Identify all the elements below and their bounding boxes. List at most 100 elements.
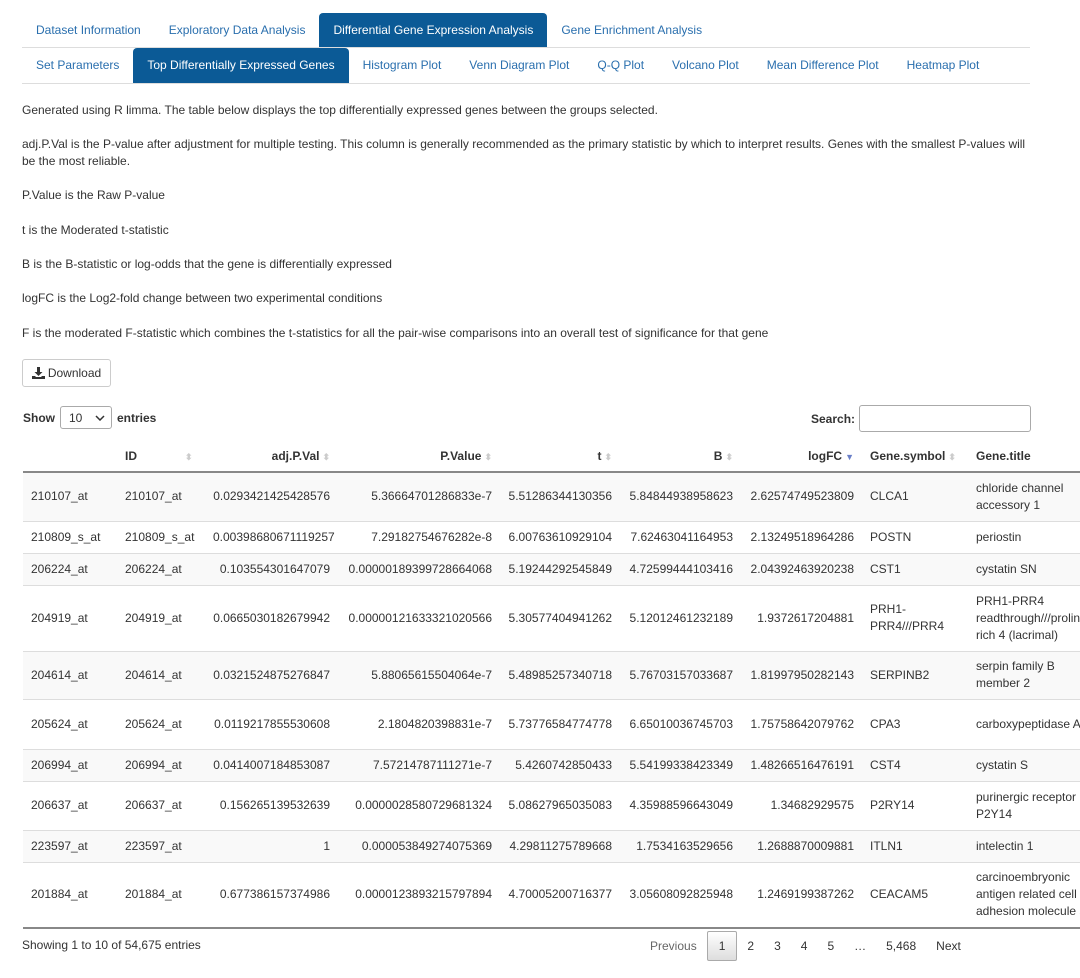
cell-id: 210107_at (117, 471, 205, 521)
download-label: Download (47, 366, 102, 380)
cell-logfc: 2.13249518964286 (741, 520, 862, 553)
table-row: 210809_s_at 210809_s_at 0.0039868067111925… (23, 520, 1080, 553)
cell-t: 5.51286344130356 (500, 471, 620, 521)
cell-gene-symbol: SERPINB2 (862, 650, 968, 699)
cell-gene-symbol: P2RY14 (862, 780, 968, 830)
cell-gene-title: carboxypeptidase A3 (968, 698, 1080, 749)
sub-tabs: Set Parameters Top Differentially Express… (22, 48, 1030, 84)
cell-rowname: 223597_at (23, 829, 117, 862)
sort-icon: ⬍ (484, 451, 492, 462)
cell-adj-p-val: 0.00398680671119257 (205, 520, 338, 553)
cell-adj-p-val: 0.103554301647079 (205, 552, 338, 585)
sort-desc-icon: ▼ (845, 451, 854, 462)
tab-top-differentially-expressed-genes[interactable]: Top Differentially Expressed Genes (133, 48, 349, 83)
cell-p-value: 7.29182754676282e-8 (338, 520, 500, 553)
tab-gene-enrichment-analysis[interactable]: Gene Enrichment Analysis (561, 23, 703, 37)
tab-venn-diagram-plot[interactable]: Venn Diagram Plot (469, 58, 570, 72)
page-button-1[interactable]: 1 (706, 931, 738, 961)
cell-rowname: 204614_at (23, 650, 117, 699)
tab-mean-difference-plot[interactable]: Mean Difference Plot (766, 58, 879, 72)
entries-label: entries (117, 410, 157, 425)
column-header-logfc[interactable]: logFC ▼ (741, 440, 862, 473)
tab-differential-gene-expression-analysis[interactable]: Differential Gene Expression Analysis (319, 13, 548, 47)
tab-exploratory-data-analysis[interactable]: Exploratory Data Analysis (168, 23, 306, 37)
cell-rowname: 201884_at (23, 861, 117, 929)
cell-p-value: 7.57214787111271e-7 (338, 748, 500, 781)
table-row: 206637_at 206637_at 0.156265139532639 0.000… (23, 780, 1080, 830)
cell-t: 4.29811275789668 (500, 829, 620, 862)
cell-b: 4.35988596643049 (620, 780, 741, 830)
cell-p-value: 0.00000189399728664068 (338, 552, 500, 585)
cell-rowname: 206637_at (23, 780, 117, 830)
download-button[interactable]: Download (22, 359, 111, 387)
search-input[interactable] (859, 405, 1032, 432)
cell-id: 206994_at (117, 748, 205, 781)
column-header-t[interactable]: t ⬍ (500, 440, 620, 473)
tab-heatmap-plot[interactable]: Heatmap Plot (906, 58, 980, 72)
table-row: 201884_at 201884_at 0.677386157374986 0.000… (23, 861, 1080, 929)
cell-p-value: 2.1804820398831e-7 (338, 698, 500, 749)
length-control: Show 10 entries (23, 406, 156, 429)
cell-t: 5.48985257340718 (500, 650, 620, 699)
cell-rowname: 210809_s_at (23, 520, 117, 553)
cell-rowname: 206994_at (23, 748, 117, 781)
description-adj-p-val: adj.P.Val is the P-value after adjustmen… (22, 137, 1026, 168)
column-header-adj-p-val[interactable]: adj.P.Val ⬍ (205, 440, 338, 473)
column-header-gene-title[interactable]: Gene.title (968, 440, 1080, 473)
column-header-rownames[interactable] (23, 440, 117, 473)
cell-id: 205624_at (117, 698, 205, 749)
cell-b: 5.76703157033687 (620, 650, 741, 699)
page-button-2[interactable]: 2 (747, 939, 755, 953)
download-icon (31, 367, 45, 379)
tab-volcano-plot[interactable]: Volcano Plot (672, 58, 739, 72)
table-header-row: ID ⬍ adj.P.Val ⬍ P.Value ⬍ t ⬍ B ⬍ logFC ▼ Gene.symb… (23, 440, 1080, 473)
page-button-4[interactable]: 4 (800, 939, 808, 953)
cell-t: 5.4260742850433 (500, 748, 620, 781)
tab-q-q-plot[interactable]: Q-Q Plot (597, 58, 645, 72)
cell-adj-p-val: 0.0414007184853087 (205, 748, 338, 781)
cell-p-value: 0.00000121633321020566 (338, 584, 500, 651)
cell-logfc: 1.48266516476191 (741, 748, 862, 781)
column-label: ID (125, 448, 137, 463)
cell-rowname: 210107_at (23, 471, 117, 521)
cell-gene-title: intelectin 1 (968, 829, 1080, 862)
tab-set-parameters[interactable]: Set Parameters (36, 58, 120, 72)
cell-b: 7.62463041164953 (620, 520, 741, 553)
cell-id: 223597_at (117, 829, 205, 862)
cell-gene-symbol: CEACAM5 (862, 861, 968, 929)
cell-adj-p-val: 0.0119217855530608 (205, 698, 338, 749)
column-header-b[interactable]: B ⬍ (620, 440, 741, 473)
description-generated: Generated using R limma. The table below… (22, 103, 658, 117)
tab-histogram-plot[interactable]: Histogram Plot (362, 58, 442, 72)
cell-gene-title: cystatin SN (968, 552, 1080, 585)
cell-p-value: 0.0000028580729681324 (338, 780, 500, 830)
cell-gene-title: PRH1-PRR4 readthrough///proline rich 4 (… (968, 584, 1080, 651)
entries-select[interactable]: 10 (60, 406, 112, 429)
tab-dataset-information[interactable]: Dataset Information (36, 23, 141, 37)
previous-button[interactable]: Previous (650, 939, 697, 953)
column-label: Gene.symbol (870, 448, 946, 463)
cell-b: 6.65010036745703 (620, 698, 741, 749)
page-button-3[interactable]: 3 (774, 939, 781, 953)
page-button-5[interactable]: 5 (827, 939, 835, 953)
page-button-5-468[interactable]: 5,468 (886, 939, 917, 953)
cell-rowname: 206224_at (23, 552, 117, 585)
column-label: B (713, 448, 723, 463)
cell-gene-title: serpin family B member 2 (968, 650, 1080, 699)
column-header-p-value[interactable]: P.Value ⬍ (338, 440, 500, 473)
table-row: 210107_at 210107_at 0.0293421425428576 5.36… (23, 471, 1080, 521)
table-row: 223597_at 223597_at 1 0.000053849274075369 4… (23, 829, 1080, 862)
cell-id: 201884_at (117, 861, 205, 929)
cell-t: 5.73776584774778 (500, 698, 620, 749)
cell-gene-title: cystatin S (968, 748, 1080, 781)
next-button[interactable]: Next (936, 939, 961, 953)
table-info: Showing 1 to 10 of 54,675 entries (22, 938, 201, 952)
column-header-id[interactable]: ID ⬍ (117, 440, 205, 473)
description-t: t is the Moderated t-statistic (22, 223, 169, 237)
sort-icon: ⬍ (725, 451, 733, 462)
sort-icon: ⬍ (185, 451, 193, 462)
cell-logfc: 1.2688870009881 (741, 829, 862, 862)
column-header-gene-symbol[interactable]: Gene.symbol ⬍ (862, 440, 968, 473)
pagination-ellipsis: … (854, 939, 867, 953)
cell-b: 5.84844938958623 (620, 471, 741, 521)
